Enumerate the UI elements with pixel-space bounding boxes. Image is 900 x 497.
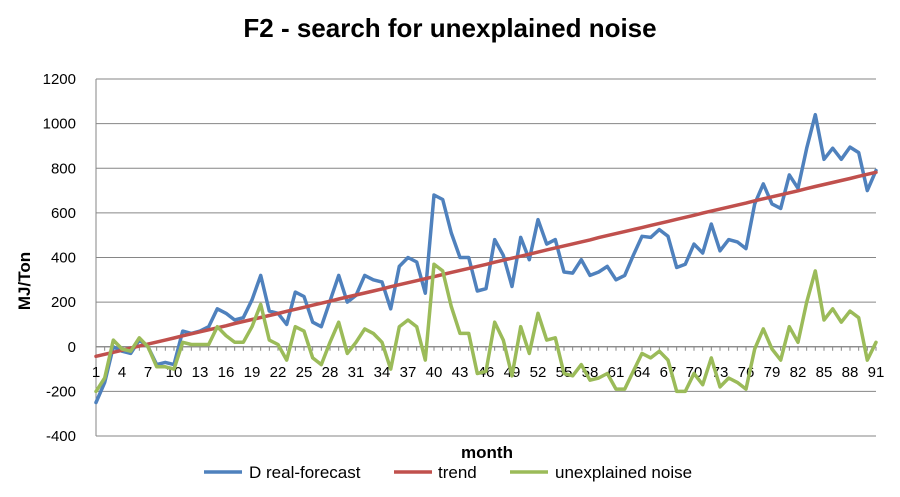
x-axis-label: month <box>461 443 513 462</box>
series-lines <box>94 112 878 405</box>
y-tick-label: 400 <box>51 250 76 267</box>
gridlines <box>95 78 877 437</box>
series-line-d-real-forecast <box>94 112 878 405</box>
legend-label: D real-forecast <box>249 463 361 482</box>
x-tick-label: 61 <box>608 364 625 381</box>
x-tick-label: 34 <box>374 364 391 381</box>
legend-label: unexplained noise <box>555 463 692 482</box>
x-tick-label: 4 <box>118 364 126 381</box>
x-tick-label: 31 <box>348 364 365 381</box>
y-tick-label: 600 <box>51 205 76 222</box>
chart-title: F2 - search for unexplained noise <box>243 13 656 43</box>
y-tick-label: 1000 <box>43 116 76 133</box>
y-axis-label: MJ/Ton <box>15 252 34 310</box>
x-tick-label: 85 <box>816 364 833 381</box>
x-tick-label: 22 <box>270 364 287 381</box>
x-tick-label: 37 <box>400 364 417 381</box>
x-tick-label: 79 <box>764 364 781 381</box>
legend-label: trend <box>438 463 477 482</box>
series-line-unexplained-noise <box>94 262 878 394</box>
y-tick-label: 800 <box>51 160 76 177</box>
series-line-trend <box>94 170 878 359</box>
x-tick-label: 40 <box>426 364 443 381</box>
x-tick-label: 91 <box>868 364 885 381</box>
x-tick-label: 13 <box>192 364 209 381</box>
x-tick-label: 16 <box>218 364 235 381</box>
y-tick-label: 0 <box>68 339 76 356</box>
x-tick-label: 43 <box>452 364 469 381</box>
x-tick-label: 88 <box>842 364 859 381</box>
x-tick-label: 1 <box>92 364 100 381</box>
legend: D real-forecast trend unexplained noise <box>204 463 692 482</box>
x-tick-label: 28 <box>322 364 339 381</box>
y-tick-label: 200 <box>51 294 76 311</box>
x-tick-label: 58 <box>582 364 599 381</box>
y-tick-label: -400 <box>46 428 76 445</box>
x-tick-label: 52 <box>530 364 547 381</box>
x-tick-label: 25 <box>296 364 313 381</box>
x-tick-label: 19 <box>244 364 261 381</box>
y-axis-tick-labels: -400 -200 0 200 400 600 800 1000 1200 <box>43 71 76 445</box>
y-tick-label: -200 <box>46 383 76 400</box>
x-tick-label: 82 <box>790 364 807 381</box>
x-tick-label: 64 <box>634 364 651 381</box>
x-tick-label: 7 <box>144 364 152 381</box>
y-tick-label: 1200 <box>43 71 76 88</box>
